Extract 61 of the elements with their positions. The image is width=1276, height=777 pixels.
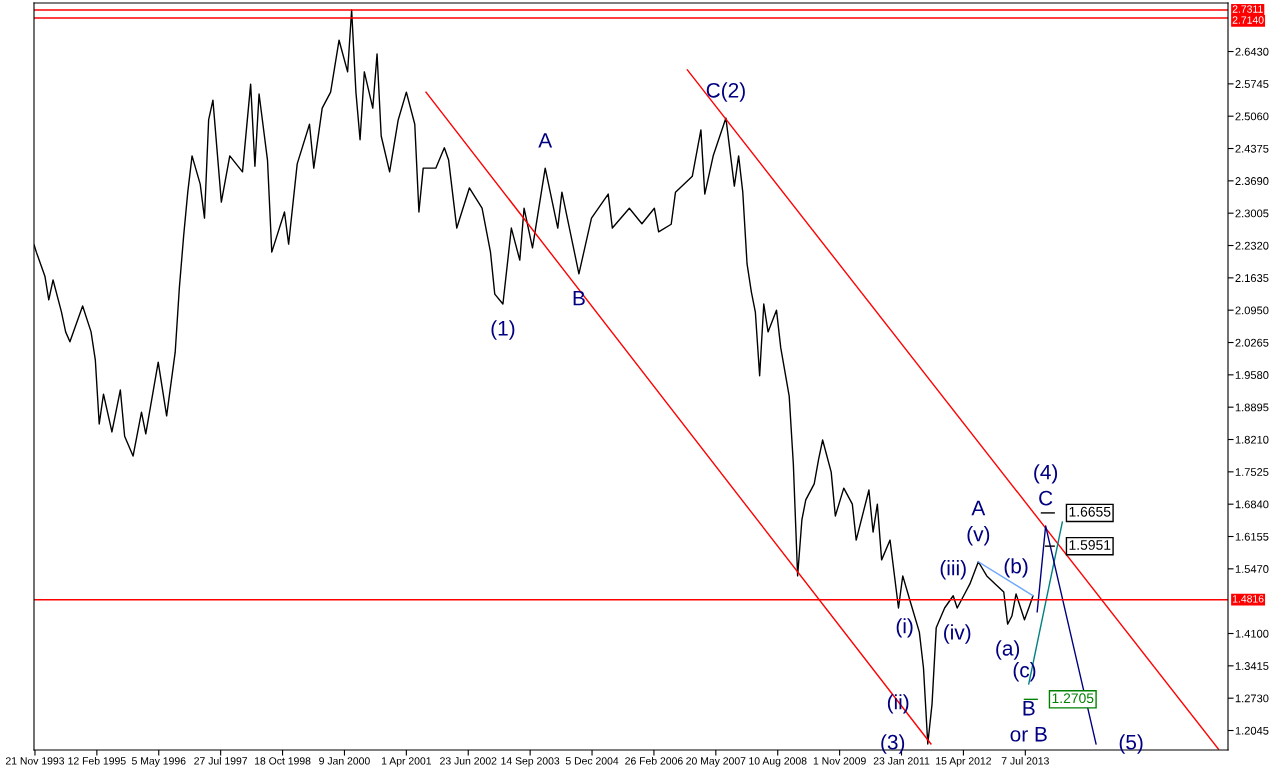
annotation: (b): [1004, 558, 1028, 578]
ref-line-label: 2.7311: [1232, 5, 1263, 13]
annotation: (a): [996, 640, 1020, 660]
x-tick-label: 1 Nov 2009: [813, 757, 866, 765]
y-tick-label: 1.2045: [1235, 726, 1269, 735]
y-tick-label: 2.5060: [1235, 112, 1269, 121]
y-tick-label: 1.5470: [1235, 565, 1269, 573]
annotation: (4): [1034, 464, 1058, 484]
x-tick-label: 23 Jan 2011: [873, 757, 930, 765]
y-tick-label: 2.6430: [1235, 47, 1269, 56]
annotation: 1.2705: [1052, 693, 1094, 704]
x-tick-label: 20 May 2007: [686, 757, 746, 767]
y-tick-label: 1.9580: [1235, 371, 1269, 379]
y-tick-label: 2.1635: [1235, 274, 1269, 282]
annotation: A: [538, 133, 553, 148]
annotation: B: [1023, 701, 1035, 716]
annotation: C(2): [706, 82, 745, 102]
ref-line-label: 2.7140: [1232, 16, 1264, 24]
x-tick-label: 18 Oct 1998: [254, 757, 311, 765]
annotation: 1.6655: [1069, 506, 1111, 517]
x-tick-label: 1 Apr 2001: [381, 757, 432, 767]
annotation: (3): [881, 734, 905, 754]
y-tick-label: 1.7525: [1235, 468, 1269, 476]
x-tick-label: 7 Jul 2013: [1001, 756, 1049, 765]
y-tick-label: 1.8895: [1235, 403, 1269, 412]
y-tick-label: 2.0950: [1235, 306, 1269, 315]
annotation: or B: [1010, 727, 1047, 742]
x-tick-label: 27 Jul 1997: [194, 756, 248, 765]
y-tick-label: 1.8210: [1235, 435, 1269, 444]
annotation: (iii): [940, 560, 966, 580]
y-tick-label: 2.5745: [1235, 80, 1269, 88]
x-tick-label: 26 Feb 2006: [625, 756, 683, 765]
x-tick-label: 15 Apr 2012: [936, 757, 991, 767]
x-tick-label: 12 Feb 1995: [68, 756, 126, 765]
annotation: (1): [491, 320, 515, 340]
x-tick-label: 21 Nov 1993: [5, 757, 65, 765]
x-tick-label: 10 Aug 2008: [749, 757, 807, 767]
annotation: 1.5951: [1069, 540, 1111, 550]
y-tick-label: 2.3690: [1235, 177, 1269, 185]
annotation: (v): [967, 526, 990, 546]
annotation: A: [971, 500, 986, 516]
x-tick-label: 14 Sep 2003: [501, 757, 560, 767]
y-tick-label: 1.2730: [1235, 694, 1269, 703]
y-tick-label: 2.0265: [1235, 338, 1269, 347]
y-tick-label: 1.6840: [1235, 500, 1269, 509]
x-tick-label: 5 Dec 2004: [565, 757, 619, 765]
y-tick-label: 1.3415: [1235, 662, 1269, 670]
annotation: B: [573, 290, 585, 306]
annotation: C: [1039, 490, 1053, 506]
annotation: (5): [1119, 734, 1143, 754]
x-tick-label: 5 May 1996: [131, 757, 186, 767]
annotation: (i): [896, 618, 913, 638]
y-tick-label: 1.6155: [1235, 532, 1269, 541]
ref-line-label: 1.4816: [1232, 595, 1264, 603]
y-tick-label: 1.4100: [1235, 629, 1269, 638]
x-tick-label: 23 Jun 2002: [440, 757, 497, 765]
annotation: (iv): [944, 624, 971, 644]
y-tick-label: 2.4375: [1235, 144, 1269, 153]
y-tick-label: 2.2320: [1235, 241, 1269, 250]
x-tick-label: 9 Jan 2000: [319, 757, 370, 765]
y-tick-label: 2.3005: [1235, 209, 1269, 218]
